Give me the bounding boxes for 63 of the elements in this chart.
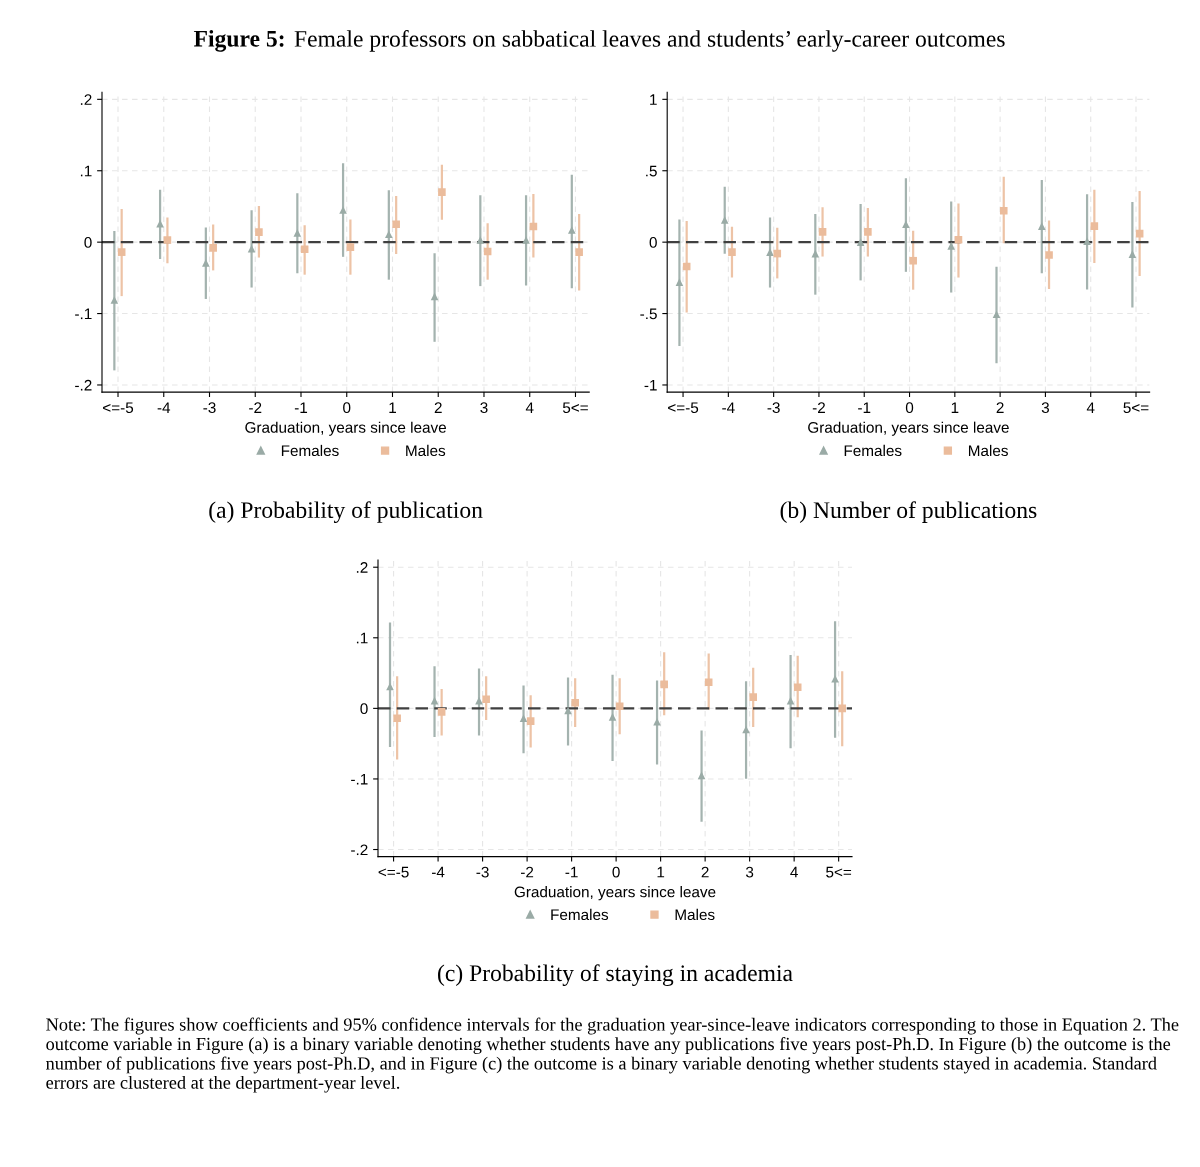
text: (b) Number of publications: [780, 501, 1037, 523]
legend-label: Females: [844, 444, 902, 457]
x-tick-label: 0: [905, 402, 914, 414]
x-tick-label: -4: [157, 402, 171, 413]
x-tick-label: -3: [767, 402, 780, 414]
x-axis-title: Graduation, years since leave: [245, 421, 446, 436]
x-tick-label: -3: [476, 866, 489, 878]
y-tick-label: .5: [646, 165, 657, 177]
y-tick-label: 1: [650, 94, 657, 105]
x-tick-label: <=-5: [103, 402, 134, 414]
x-tick-label: 2: [996, 402, 1004, 413]
x-tick-label: 3: [480, 402, 488, 414]
x-tick-label: 3: [1041, 402, 1049, 414]
x-tick-label: -2: [812, 402, 825, 413]
x-axis-title: Graduation, years since leave: [514, 886, 716, 901]
x-tick-label: 5<=: [562, 402, 588, 414]
y-tick-label: -.1: [75, 308, 92, 320]
x-tick-label: -2: [249, 402, 262, 413]
x-tick-label: -3: [203, 402, 216, 414]
x-tick-label: -4: [431, 866, 445, 878]
x-tick-label: 4: [525, 402, 534, 413]
caption: Figure 5:: [193, 30, 284, 52]
y-tick-label: -.2: [351, 844, 368, 856]
legend-label: Males: [968, 444, 1008, 457]
text: Note: The figures show coefficients and 95% confidence intervals for the graduation year-since-leave indicators corresponding to those in Equation 2. The outcome variable in Figure (a) is a binary variable denoting whether students have any publications five years post-Ph.D. In Figure (b) the outcome is the number of publications five years post-Ph.D, and in Figure (c) the outcome is a binary variable denoting whether students stayed in academia. Standard errors are clustered at the department-year level.: [46, 1017, 1179, 1093]
x-axis-title: Graduation, years since leave: [808, 421, 1009, 436]
y-tick-label: .2: [356, 562, 368, 573]
y-tick-label: .2: [80, 94, 92, 105]
x-tick-label: -2: [520, 866, 534, 878]
x-tick-label: -1: [565, 866, 578, 878]
legend-label: Females: [551, 908, 609, 921]
x-tick-label: 0: [343, 402, 351, 414]
x-tick-label: 0: [612, 866, 620, 878]
text: (c) Probability of staying in academia: [438, 964, 793, 986]
y-tick-label: .1: [80, 165, 92, 177]
x-tick-label: -1: [294, 402, 308, 413]
x-tick-label: 1: [951, 402, 959, 413]
x-tick-label: 4: [790, 866, 798, 878]
x-tick-label: 3: [745, 866, 754, 878]
x-tick-label: <=-5: [378, 866, 409, 878]
y-tick-label: -.1: [351, 773, 368, 785]
x-tick-label: 1: [389, 402, 396, 413]
x-tick-label: 1: [657, 866, 665, 878]
x-tick-label: 2: [701, 866, 709, 878]
legend-label: Males: [675, 908, 715, 921]
x-tick-label: -4: [722, 402, 735, 413]
x-tick-label: -1: [858, 402, 871, 413]
y-tick-label: -.2: [75, 379, 92, 391]
y-tick-label: 0: [649, 237, 657, 248]
y-tick-label: 0: [360, 703, 368, 715]
text: Female professors on sabbatical leaves and students’ early-career outcomes: [294, 29, 1005, 52]
y-tick-label: 0: [84, 237, 92, 248]
y-tick-label: -1: [644, 380, 657, 391]
y-tick-label: .1: [356, 632, 368, 644]
y-tick-label: -.5: [640, 308, 657, 320]
x-tick-label: 5<=: [1123, 402, 1149, 414]
x-tick-label: <=-5: [668, 402, 699, 414]
legend-label: Males: [406, 444, 446, 457]
x-tick-label: 2: [434, 402, 442, 413]
legend-label: Females: [281, 444, 339, 457]
x-tick-label: 4: [1086, 402, 1095, 413]
x-tick-label: 5<=: [826, 866, 852, 878]
text: (a) Probability of publication: [209, 501, 483, 523]
